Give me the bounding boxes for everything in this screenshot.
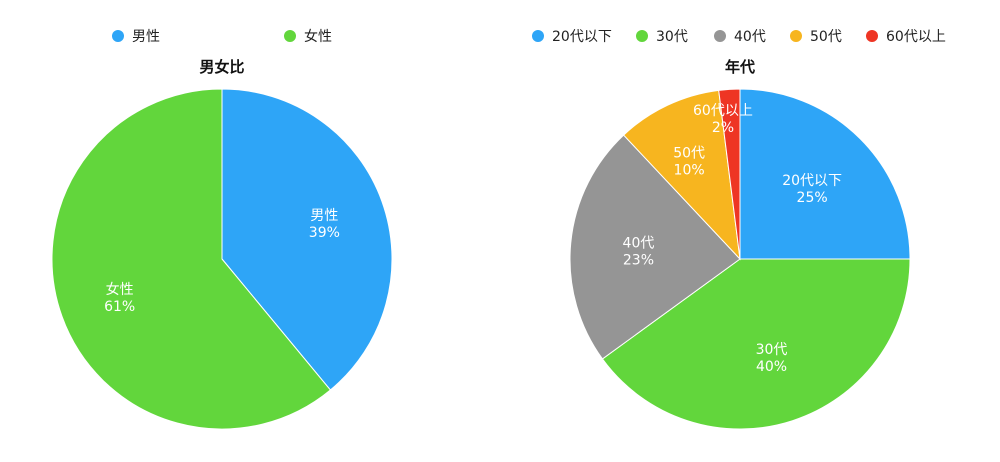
slice-value-2-3: 23% <box>623 252 654 268</box>
legend-label-1-1: 男性 <box>132 29 160 45</box>
legend-label-2-2: 30代 <box>656 29 688 45</box>
legend-marker-1-2 <box>284 30 296 42</box>
slice-label-2-4: 50代 <box>673 146 705 162</box>
slice-value-2-5: 2% <box>712 120 734 136</box>
slice-label-2-1: 20代以下 <box>782 173 842 189</box>
legend-label-2-5: 60代以上 <box>886 29 946 45</box>
pie-slice-2-3 <box>569 134 741 360</box>
slice-label-2-2: 30代 <box>756 342 788 358</box>
slice-label-2-3: 40代 <box>623 235 655 251</box>
slice-label-1-2: 女性 <box>106 281 134 298</box>
slice-value-1-2: 61% <box>104 299 135 315</box>
legend-marker-2-2 <box>636 30 648 42</box>
legend-marker-2-1 <box>532 30 544 42</box>
pie-slice-1-2 <box>51 88 332 430</box>
legend-label-2-1: 20代以下 <box>552 29 612 45</box>
legend-marker-1-1 <box>112 30 124 42</box>
slice-value-2-2: 40% <box>756 359 787 375</box>
legend-label-1-2: 女性 <box>304 28 332 45</box>
slice-value-2-1: 25% <box>797 190 828 206</box>
chart-title-2: 年代 <box>725 58 755 76</box>
slice-label-2-5: 60代以上 <box>693 103 753 119</box>
legend-marker-2-5 <box>866 30 878 42</box>
slice-label-1-1: 男性 <box>310 208 338 224</box>
pie-slice-2-5 <box>718 88 741 260</box>
legend-marker-2-4 <box>790 30 802 42</box>
pie-slice-2-4 <box>622 89 741 261</box>
pie-slice-2-2 <box>601 258 911 430</box>
legend-label-2-4: 50代 <box>810 29 842 45</box>
legend-marker-2-3 <box>714 30 726 42</box>
legend-label-2-3: 40代 <box>734 29 766 45</box>
slice-value-2-4: 10% <box>674 163 705 179</box>
chart-title-1: 男女比 <box>199 58 244 76</box>
slice-value-1-1: 39% <box>309 225 340 241</box>
pie-slice-1-1 <box>221 88 393 391</box>
pie-slice-2-1 <box>739 88 911 260</box>
pie-chart-2: 20代以下 30代 40代 50代 60代以上年代20代以下25%30代40%40代23… <box>532 29 946 430</box>
